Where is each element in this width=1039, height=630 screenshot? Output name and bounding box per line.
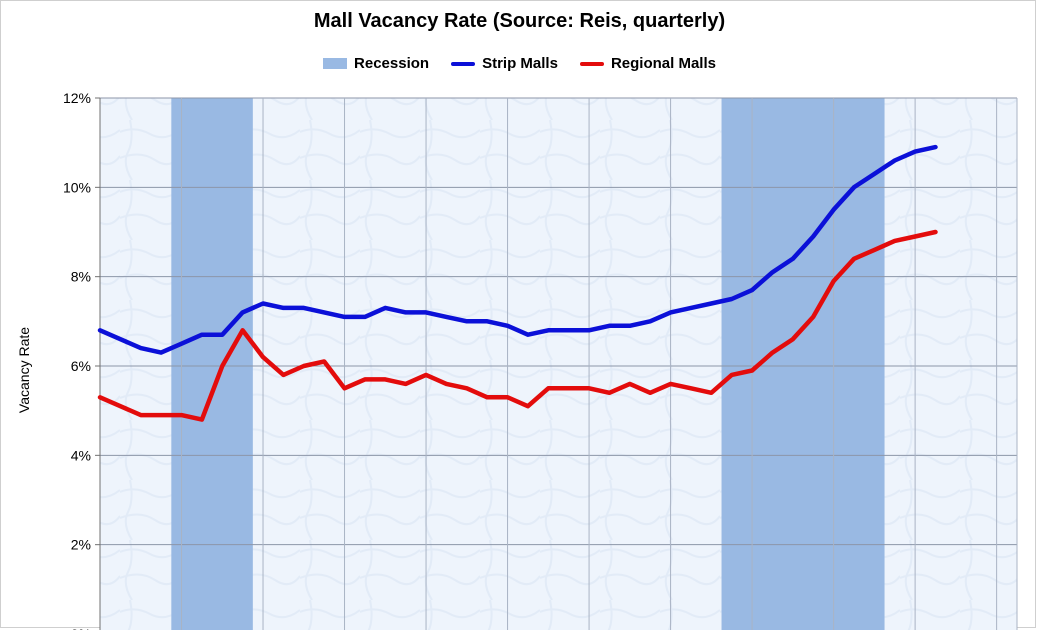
legend-item-regional-malls: Regional Malls <box>579 55 716 72</box>
y-tick-label: 2% <box>71 537 91 553</box>
y-tick-label: 8% <box>71 269 91 285</box>
y-tick-label: 6% <box>71 358 91 374</box>
legend-swatch-strip-malls <box>451 61 476 66</box>
y-tick-label: 4% <box>71 447 91 463</box>
chart-title: Mall Vacancy Rate (Source: Reis, quarter… <box>313 10 726 32</box>
legend-item-strip-malls: Strip Malls <box>451 55 558 72</box>
y-tick-label: 0% <box>71 626 91 630</box>
legend-label-strip-malls: Strip Malls <box>482 55 558 72</box>
series-line-strip-malls <box>97 144 938 355</box>
legend-swatch-recession <box>323 58 348 69</box>
recession-band-1 <box>171 98 253 630</box>
legend-swatch-regional-malls <box>579 61 604 66</box>
legend: Recession Strip Malls Regional Malls <box>0 55 1039 72</box>
legend-label-regional-malls: Regional Malls <box>610 55 716 72</box>
recession-band-2 <box>721 98 885 630</box>
legend-item-recession: Recession <box>323 55 429 72</box>
series-line-regional-malls <box>97 229 938 422</box>
legend-label-recession: Recession <box>354 55 430 72</box>
y-tick-label: 10% <box>63 179 91 195</box>
y-tick-label: 12% <box>63 90 91 106</box>
